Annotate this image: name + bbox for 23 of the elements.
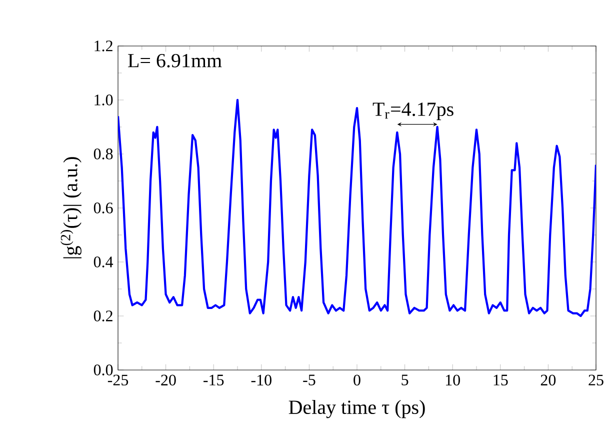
y-tick-label: 0.4 (94, 256, 114, 268)
x-tick-label: 25 (588, 374, 604, 386)
annotation: L= 6.91mm (128, 54, 222, 68)
annotation: T$_{r}$=4.17ps (372, 102, 454, 120)
y-tick-label: 1.0 (94, 94, 113, 106)
x-tick-label: 15 (494, 374, 508, 386)
y-tick-label: 0.2 (94, 310, 112, 322)
y-tick-label: 0.0 (94, 364, 113, 376)
y-tick-label: 0.8 (94, 148, 113, 160)
x-tick-label: -15 (204, 374, 224, 386)
x-tick-label: -20 (156, 374, 176, 386)
x-tick-label: -25 (108, 374, 128, 386)
x-tick-label: 5 (402, 374, 408, 386)
y-tick-label: 1.2 (94, 40, 112, 52)
y-axis-title: |g$^{(2)}$(τ)| (a.u.) (60, 157, 82, 258)
x-tick-label: -10 (251, 374, 272, 386)
x-tick-label: 20 (540, 374, 556, 386)
y-tick-label: 0.6 (94, 202, 113, 214)
line-series (118, 98, 596, 318)
x-tick-label: -5 (303, 374, 316, 386)
x-tick-label: 10 (446, 374, 460, 386)
x-axis-title: Delay time τ (ps) (288, 400, 425, 418)
x-tick-label: 0 (354, 374, 360, 386)
